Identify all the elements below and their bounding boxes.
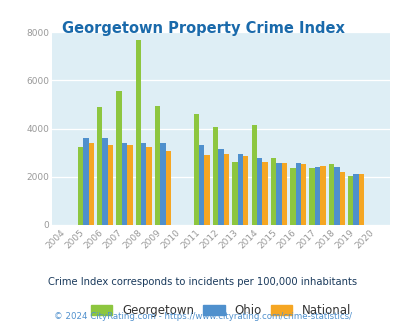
Bar [146, 147, 151, 225]
Bar [102, 138, 108, 225]
Bar [262, 162, 267, 225]
Bar [97, 107, 102, 225]
Bar [353, 174, 358, 225]
Bar [212, 127, 218, 225]
Bar [141, 144, 146, 225]
Bar [218, 149, 223, 225]
Bar [232, 162, 237, 225]
Bar [83, 138, 88, 225]
Bar [320, 166, 325, 225]
Bar [88, 143, 94, 225]
Bar [281, 163, 286, 225]
Bar [204, 154, 209, 225]
Bar [290, 168, 295, 225]
Bar [193, 114, 198, 225]
Bar [160, 144, 165, 225]
Bar [358, 174, 363, 225]
Bar [223, 154, 228, 225]
Bar [116, 91, 121, 225]
Bar [300, 164, 306, 225]
Bar [256, 158, 262, 225]
Bar [237, 153, 243, 225]
Bar [77, 147, 83, 225]
Bar [198, 145, 204, 225]
Bar [270, 158, 275, 225]
Legend: Georgetown, Ohio, National: Georgetown, Ohio, National [91, 304, 350, 317]
Text: Crime Index corresponds to incidents per 100,000 inhabitants: Crime Index corresponds to incidents per… [48, 277, 357, 287]
Bar [135, 41, 141, 225]
Bar [275, 163, 281, 225]
Bar [314, 167, 320, 225]
Bar [122, 143, 127, 225]
Bar [333, 167, 339, 225]
Bar [339, 172, 344, 225]
Bar [108, 146, 113, 225]
Bar [155, 106, 160, 225]
Bar [295, 163, 300, 225]
Bar [127, 146, 132, 225]
Bar [165, 151, 171, 225]
Text: Georgetown Property Crime Index: Georgetown Property Crime Index [62, 21, 343, 36]
Bar [243, 156, 248, 225]
Bar [309, 168, 314, 225]
Bar [328, 164, 333, 225]
Bar [251, 125, 256, 225]
Text: © 2024 CityRating.com - https://www.cityrating.com/crime-statistics/: © 2024 CityRating.com - https://www.city… [54, 312, 351, 321]
Bar [347, 176, 353, 225]
